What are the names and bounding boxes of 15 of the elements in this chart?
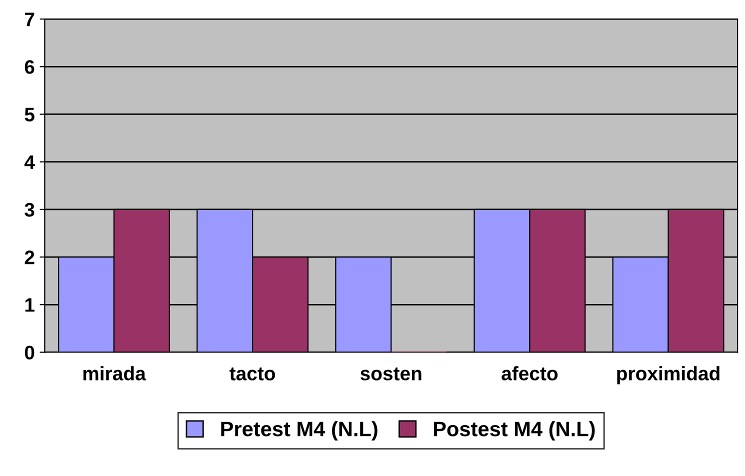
y-tick-label: 2 (24, 250, 34, 264)
legend-label: Pretest M4 (N.L) (221, 421, 378, 440)
x-tick-label: afecto (502, 366, 558, 380)
x-tick-label: mirada (83, 366, 146, 380)
y-tick-label: 3 (24, 202, 34, 217)
y-tick-label: 7 (25, 12, 34, 26)
y-tick-label: 5 (24, 108, 34, 122)
y-tick-label: 1 (25, 298, 34, 312)
x-tick-label: sosten (360, 368, 422, 380)
x-tick-label: tacto (230, 368, 276, 380)
y-tick-label: 0 (24, 346, 34, 360)
x-tick-label: proximidad (617, 366, 720, 384)
legend-label: Postest M4 (N.L) (434, 421, 595, 440)
y-tick-label: 6 (24, 60, 34, 74)
y-tick-label: 4 (24, 156, 35, 169)
